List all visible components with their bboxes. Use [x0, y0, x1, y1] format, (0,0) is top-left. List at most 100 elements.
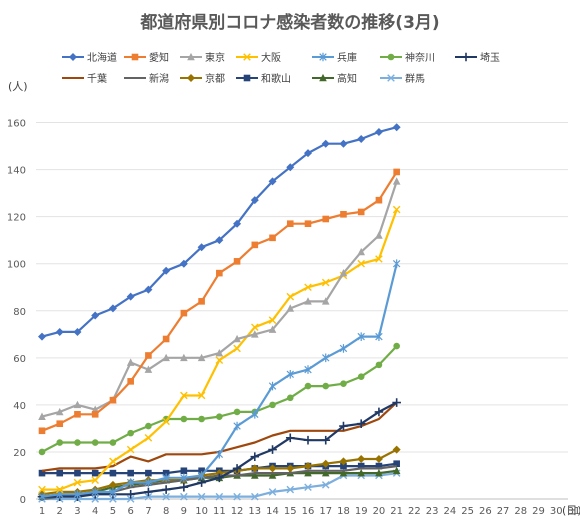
- data-point: [38, 332, 46, 341]
- data-point: [91, 469, 99, 477]
- data-point: [198, 467, 205, 475]
- data-point: [56, 439, 64, 446]
- data-point: [232, 464, 242, 473]
- data-point: [393, 460, 400, 468]
- data-point: [91, 410, 99, 418]
- data-point: [321, 435, 331, 445]
- legend-label: 千葉: [87, 72, 107, 85]
- data-point: [109, 457, 117, 466]
- data-point: [322, 382, 330, 390]
- data-point: [216, 269, 223, 277]
- data-point: [180, 391, 188, 400]
- data-point: [322, 353, 330, 363]
- data-point: [126, 495, 135, 503]
- data-point: [268, 445, 277, 454]
- data-point: [339, 469, 348, 477]
- legend-label: 神奈川: [405, 51, 435, 64]
- data-point: [126, 478, 135, 487]
- x-tick-label: 30: [550, 506, 563, 517]
- data-point: [144, 487, 153, 497]
- data-point: [56, 469, 64, 477]
- data-point: [126, 445, 135, 454]
- data-point: [38, 492, 46, 501]
- data-point: [304, 297, 312, 305]
- legend-item: 千葉: [62, 72, 107, 85]
- data-point: [180, 467, 188, 475]
- chart-title: 都道府県別コロナ感染者数の推移(3月): [139, 12, 439, 33]
- data-point: [179, 259, 188, 268]
- data-point: [180, 415, 188, 423]
- x-tick-label: 5: [110, 506, 116, 517]
- data-point: [215, 349, 224, 357]
- data-point: [357, 455, 366, 463]
- data-point: [38, 412, 46, 420]
- data-point: [357, 208, 365, 216]
- x-tick-label: 8: [163, 506, 169, 517]
- x-tick-label: 31: [568, 506, 580, 517]
- x-tick-label: 14: [266, 506, 279, 517]
- data-point: [197, 243, 206, 252]
- data-point: [198, 415, 205, 423]
- data-point: [392, 205, 401, 214]
- data-point: [126, 489, 135, 499]
- data-point: [357, 462, 365, 470]
- data-point: [303, 435, 313, 445]
- data-point: [91, 311, 100, 320]
- grid-layer: [36, 122, 568, 500]
- data-point: [304, 283, 312, 292]
- data-point: [357, 373, 365, 380]
- data-point: [144, 478, 153, 487]
- data-point: [233, 344, 241, 353]
- data-point: [321, 481, 330, 489]
- data-point: [69, 53, 77, 61]
- data-point: [187, 74, 195, 82]
- data-point: [243, 74, 251, 82]
- data-point: [321, 469, 330, 477]
- x-tick-label: 23: [426, 506, 439, 517]
- data-point: [250, 196, 259, 205]
- data-point: [215, 473, 224, 483]
- x-tick-label: 25: [461, 506, 474, 517]
- data-point: [374, 455, 383, 463]
- data-point: [269, 234, 276, 242]
- data-point: [55, 407, 64, 416]
- legend-item: 神奈川: [380, 51, 435, 64]
- data-point: [387, 53, 395, 61]
- data-point: [321, 297, 330, 305]
- data-point: [374, 407, 384, 417]
- data-point: [73, 327, 82, 336]
- data-point: [393, 342, 400, 350]
- data-point: [286, 163, 295, 172]
- series-line: [41, 126, 397, 338]
- x-tick-label: 10: [195, 506, 208, 517]
- data-point: [268, 316, 277, 324]
- data-point: [38, 448, 46, 456]
- data-point: [304, 483, 312, 492]
- data-point: [74, 439, 81, 446]
- data-point: [38, 485, 46, 494]
- data-point: [180, 309, 188, 317]
- data-point: [145, 469, 152, 477]
- data-point: [340, 210, 347, 218]
- data-point: [286, 292, 295, 301]
- data-point: [286, 464, 295, 473]
- x-tick-label: 20: [373, 506, 386, 517]
- data-point: [374, 127, 383, 136]
- data-point: [304, 365, 312, 374]
- data-point: [187, 52, 195, 61]
- legend-item: 京都: [180, 72, 225, 85]
- x-tick-label: 17: [319, 506, 332, 517]
- data-point: [55, 485, 64, 494]
- x-tick-label: 19: [355, 506, 368, 517]
- data-point: [131, 53, 139, 61]
- legend-label: 愛知: [149, 51, 169, 64]
- data-point: [215, 236, 224, 245]
- data-point: [268, 325, 277, 333]
- data-point: [74, 469, 81, 477]
- data-point: [73, 400, 82, 409]
- data-point: [339, 457, 348, 466]
- data-point: [91, 495, 99, 503]
- data-point: [286, 369, 294, 379]
- y-tick-label: 40: [13, 401, 26, 412]
- legend-item: 群馬: [380, 72, 425, 85]
